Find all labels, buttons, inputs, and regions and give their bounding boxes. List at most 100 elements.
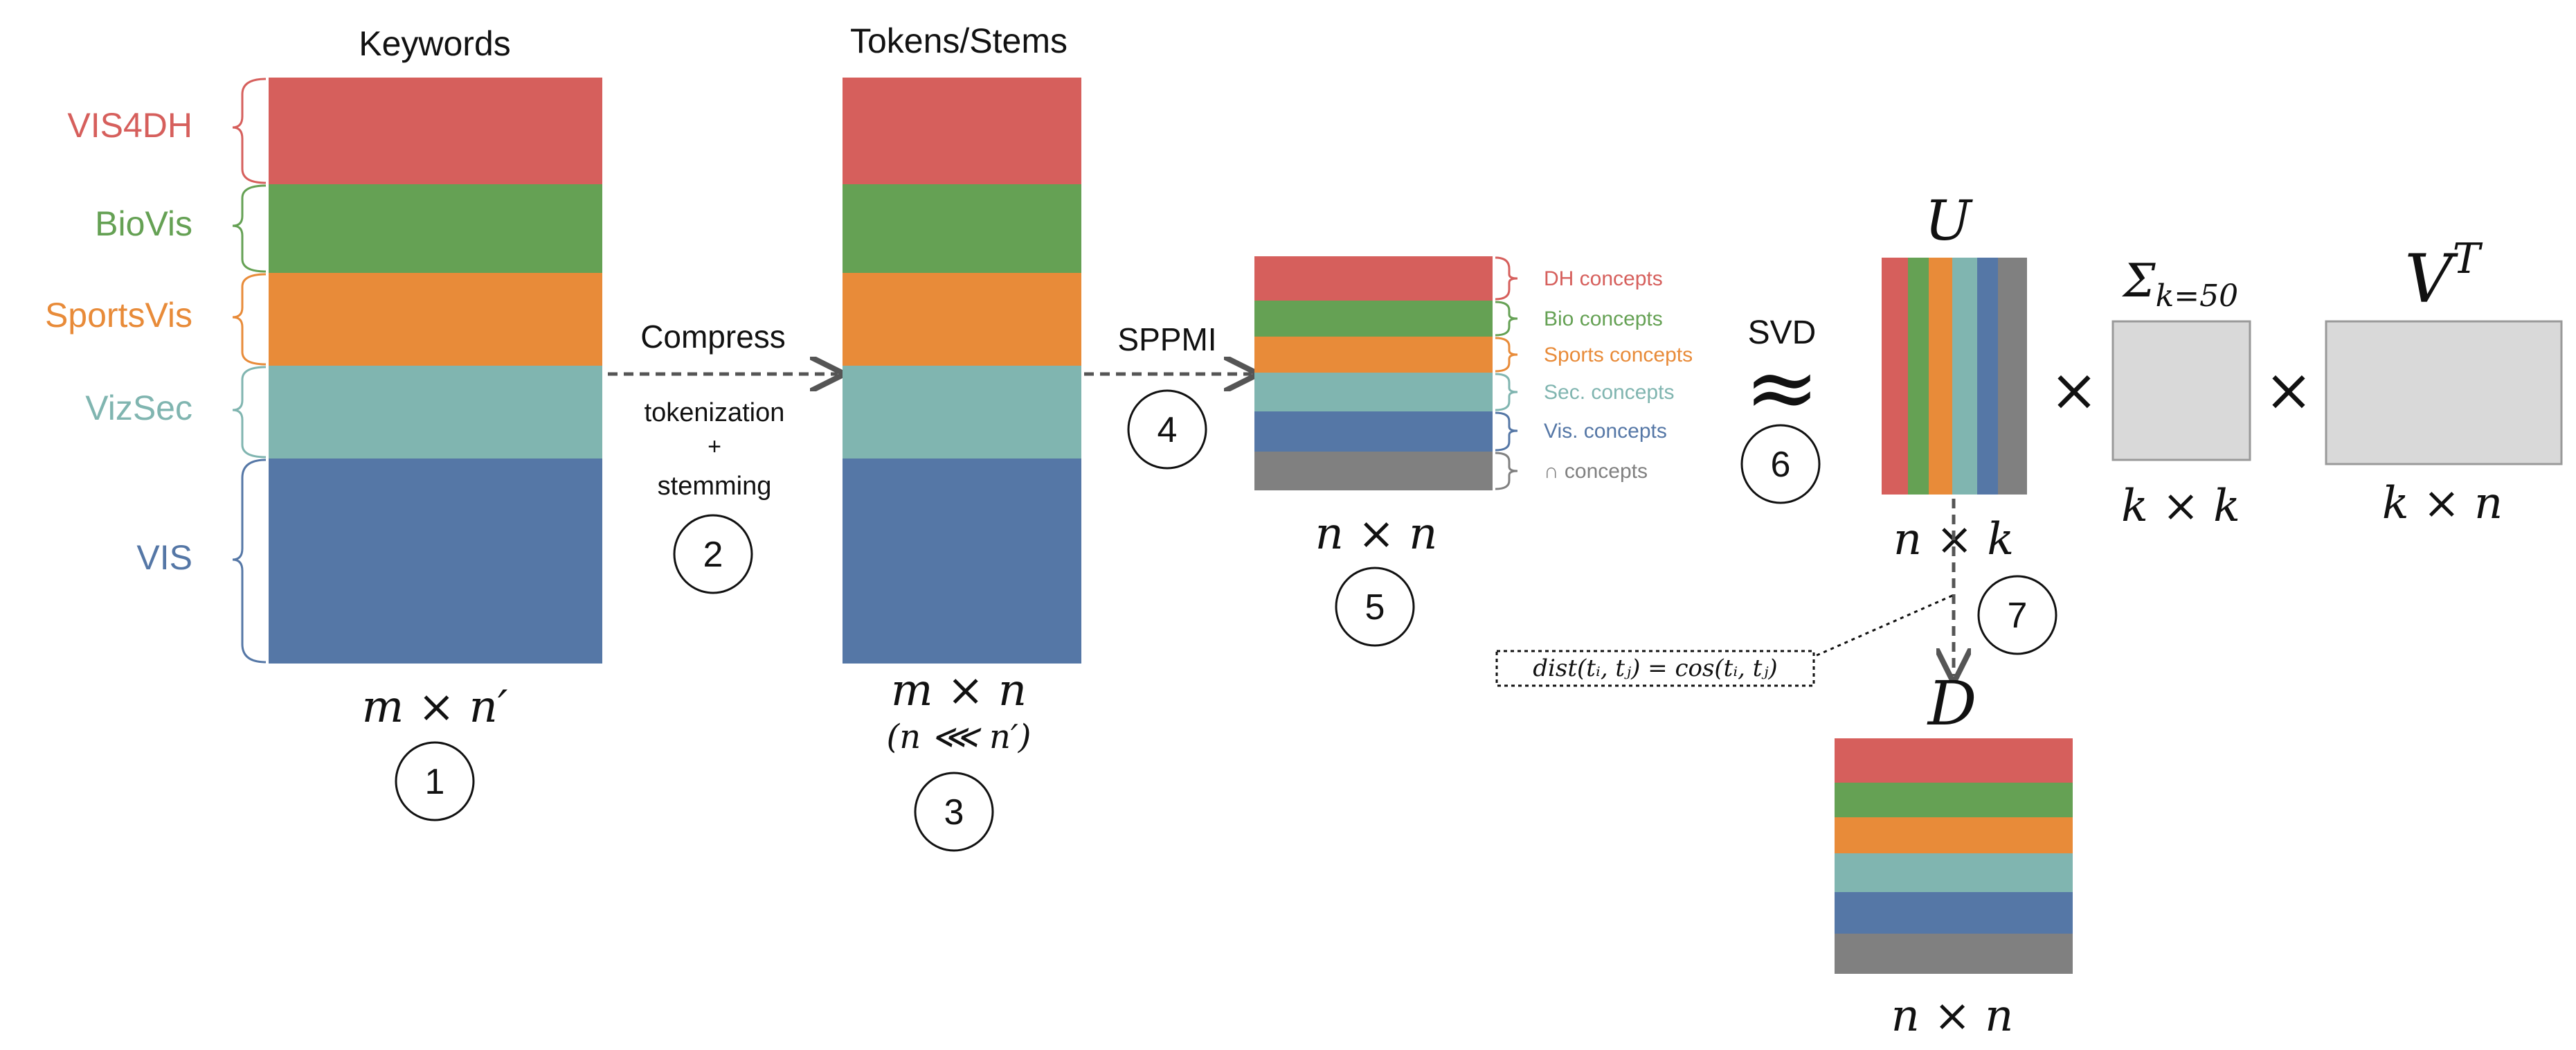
- brace-vizsec: [232, 366, 267, 459]
- concepts-brace-sports: [1495, 337, 1518, 373]
- sigma-title-main: Σ: [2122, 254, 2156, 308]
- vt-title-main: V: [2404, 240, 2458, 318]
- tokens-band-vis4dh: [843, 78, 1081, 184]
- step-5-circle: [1335, 567, 1415, 647]
- step-7-label: 7: [2008, 596, 2028, 636]
- tokens-band-biovis: [843, 184, 1081, 273]
- sppmi-label: SPPMI: [1117, 321, 1216, 357]
- tokens-band-vis: [843, 459, 1081, 664]
- d-band-sports: [1835, 817, 2073, 853]
- concepts-brace-vis: [1495, 411, 1518, 452]
- d-dims: n × n: [1891, 990, 2014, 1042]
- svd-approx-symbol: ≈: [1745, 335, 1820, 440]
- vt-title: VT: [2404, 235, 2483, 318]
- distance-formula: dist(tᵢ, tⱼ) = cos(tᵢ, tⱼ): [1533, 655, 1777, 682]
- d-title: D: [1927, 668, 1977, 739]
- u-col-dh: [1882, 258, 1908, 495]
- u-col-sports: [1929, 258, 1952, 495]
- step-1-circle: [395, 741, 475, 821]
- compress-sub-tokenization: tokenization: [645, 398, 785, 427]
- concept-label-sec: Sec. concepts: [1544, 381, 1674, 404]
- sigma-title: Σk=50: [2122, 254, 2238, 314]
- concept-label-dh: DH concepts: [1544, 267, 1663, 290]
- compress-sub-plus: +: [708, 434, 721, 460]
- tokens-title: Tokens/Stems: [850, 21, 1068, 60]
- times-symbol-1: ×: [2050, 356, 2098, 424]
- step-4-circle: [1127, 389, 1207, 470]
- d-band-sec: [1835, 853, 2073, 892]
- category-label-biovis: BioVis: [95, 204, 192, 243]
- category-label-vis4dh: VIS4DH: [67, 106, 192, 145]
- d-band-intersection: [1835, 934, 2073, 974]
- brace-vis: [232, 459, 267, 664]
- category-label-vizsec: VizSec: [85, 389, 192, 427]
- brace-vis4dh: [232, 78, 267, 184]
- category-label-vis: VIS: [136, 538, 192, 577]
- concepts-dims: n × n: [1315, 508, 1438, 560]
- d-band-bio: [1835, 783, 2073, 817]
- compress-label: Compress: [640, 319, 786, 355]
- tokens-dims: m × n: [891, 665, 1027, 716]
- step-5-label: 5: [1365, 587, 1385, 628]
- u-col-bio: [1908, 258, 1929, 495]
- d-band-vis: [1835, 892, 2073, 934]
- concepts-band-intersection: [1254, 452, 1493, 490]
- keywords-dims: m × n′: [362, 682, 508, 733]
- concept-label-sports: Sports concepts: [1544, 344, 1693, 366]
- brace-sportsvis: [232, 273, 267, 366]
- brace-biovis: [232, 184, 267, 273]
- concept-label-intersection: ∩ concepts: [1544, 460, 1648, 483]
- keywords-matrix: [269, 78, 602, 664]
- tokens-band-vizsec: [843, 366, 1081, 459]
- concepts-matrix: [1254, 256, 1493, 490]
- concepts-band-bio: [1254, 301, 1493, 337]
- step-1-label: 1: [425, 762, 445, 802]
- concepts-band-vis: [1254, 411, 1493, 452]
- step-6-circle: [1740, 424, 1821, 504]
- tokens-band-sportsvis: [843, 273, 1081, 366]
- keywords-band-vis4dh: [269, 78, 602, 184]
- formula-leader-line: [1813, 594, 1953, 658]
- keywords-band-vizsec: [269, 366, 602, 459]
- tokens-constraint: (n ⋘ n′): [887, 718, 1032, 756]
- step-4-label: 4: [1158, 410, 1178, 450]
- distance-formula-box: [1495, 650, 1815, 687]
- concepts-brace-dh: [1495, 256, 1518, 301]
- d-matrix: [1835, 738, 2073, 974]
- category-label-sportsvis: SportsVis: [45, 296, 192, 335]
- keywords-braces: [232, 78, 267, 664]
- u-col-vis: [1977, 258, 1998, 495]
- u-matrix: [1882, 258, 2027, 495]
- concepts-band-sports: [1254, 337, 1493, 373]
- tokens-matrix: [843, 78, 1081, 664]
- step-3-circle: [914, 772, 994, 852]
- step-6-label: 6: [1771, 445, 1791, 485]
- concepts-band-dh: [1254, 256, 1493, 301]
- keywords-band-vis: [269, 459, 602, 664]
- sigma-title-sub: k=50: [2156, 278, 2239, 314]
- vt-title-sup: T: [2453, 235, 2483, 283]
- d-band-dh: [1835, 738, 2073, 783]
- keywords-band-sportsvis: [269, 273, 602, 366]
- concepts-brace-bio: [1495, 301, 1518, 337]
- u-title: U: [1925, 188, 1973, 253]
- vt-matrix: [2325, 320, 2563, 465]
- step-2-label: 2: [703, 535, 723, 575]
- concepts-brace-sec: [1495, 373, 1518, 411]
- svd-label: SVD: [1748, 314, 1817, 351]
- concepts-band-sec: [1254, 373, 1493, 411]
- step-2-circle: [673, 514, 753, 594]
- sigma-dims: k × k: [2121, 481, 2240, 532]
- u-col-intersection: [1998, 258, 2027, 495]
- concept-label-bio: Bio concepts: [1544, 308, 1663, 330]
- keywords-title: Keywords: [359, 24, 511, 63]
- concept-label-vis: Vis. concepts: [1544, 420, 1667, 443]
- times-symbol-2: ×: [2264, 356, 2313, 424]
- step-3-label: 3: [944, 792, 964, 833]
- concepts-brace-intersection: [1495, 452, 1518, 490]
- concepts-braces: [1495, 256, 1518, 490]
- keywords-band-biovis: [269, 184, 602, 273]
- compress-sub-stemming: stemming: [658, 472, 772, 501]
- vt-dims: k × n: [2382, 478, 2503, 529]
